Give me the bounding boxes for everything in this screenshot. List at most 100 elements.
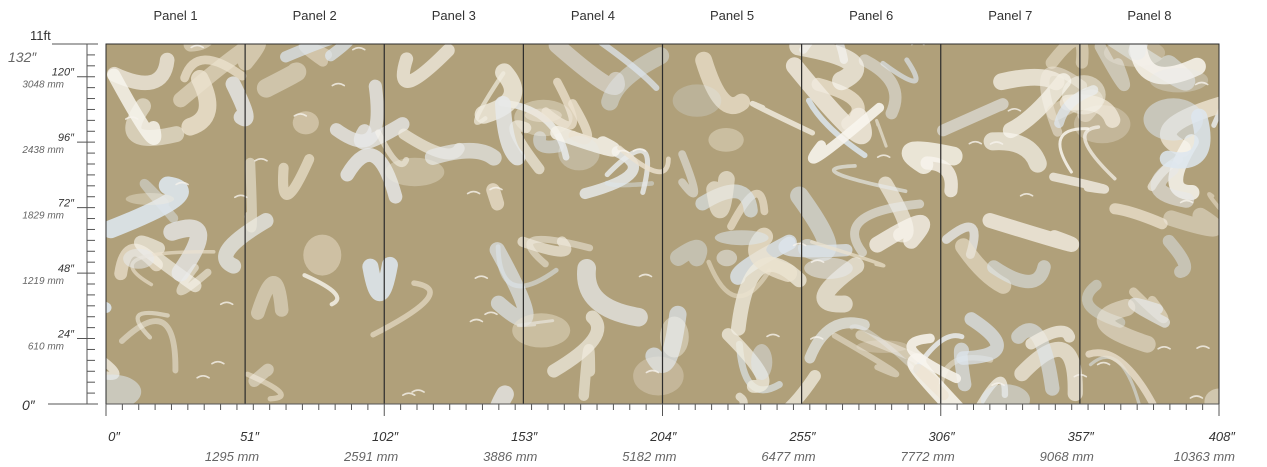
brush-dab (514, 99, 573, 137)
brush-stroke (749, 100, 816, 136)
height-top-inch-label: 132″ (8, 49, 37, 65)
brush-stroke (509, 120, 545, 175)
x-mm-label: 5182 mm (622, 449, 676, 464)
brush-stroke (1168, 134, 1200, 200)
brush-stroke (106, 301, 112, 313)
x-inch-label: 306″ (928, 429, 955, 444)
brush-dab (708, 127, 744, 152)
face-line (1194, 81, 1209, 86)
brush-dab (123, 248, 155, 269)
x-inch-label: 51″ (240, 429, 259, 444)
brush-stroke (906, 333, 962, 384)
brush-stroke (983, 132, 1047, 173)
brush-stroke (548, 44, 625, 95)
brush-stroke (256, 62, 307, 98)
brush-stroke (789, 44, 865, 91)
panel-label: Panel 6 (849, 8, 893, 23)
brush-stroke (849, 324, 915, 370)
brush-stroke (601, 47, 670, 111)
brush-stroke (302, 273, 340, 307)
brush-stroke (937, 98, 1009, 137)
face-line (1019, 193, 1034, 197)
brush-stroke (1096, 299, 1156, 353)
panel-label: Panel 8 (1127, 8, 1171, 23)
x-mm-label: 1295 mm (205, 449, 259, 464)
x-inch-label: 408″ (1209, 429, 1236, 444)
brush-dab (672, 84, 722, 117)
y-inch-label: 96″ (58, 132, 75, 144)
face-line (484, 311, 498, 316)
face-line (125, 116, 139, 120)
brush-stroke (578, 343, 596, 401)
face-line (254, 158, 268, 162)
brush-stroke (424, 142, 502, 166)
y-mm-label: 1829 mm (22, 211, 64, 222)
panel-label: Panel 7 (988, 8, 1032, 23)
face-line (615, 149, 630, 154)
x-inch-label: 102″ (372, 429, 399, 444)
brush-dab (1074, 105, 1131, 144)
face-line (293, 113, 308, 117)
brush-stroke (670, 239, 708, 267)
brush-stroke (340, 148, 403, 204)
brush-stroke (474, 63, 523, 124)
brush-dab (856, 340, 909, 353)
brush-stroke (831, 164, 908, 194)
height-feet-label: 11ft (30, 28, 51, 43)
x-mm-label: 7772 mm (901, 449, 955, 464)
brush-stroke (875, 118, 888, 148)
vertical-ruler-ticks (77, 54, 95, 394)
face-line (1179, 199, 1194, 204)
brush-stroke (617, 145, 671, 175)
x-mm-label: 10363 mm (1174, 449, 1236, 464)
horizontal-ruler-ticks (105, 404, 1220, 416)
panel-label: Panel 1 (154, 8, 198, 23)
brush-dab (292, 111, 319, 135)
brush-stroke (244, 157, 257, 233)
panel-label: Panel 5 (710, 8, 754, 23)
face-line (876, 154, 891, 158)
brush-stroke (517, 236, 572, 257)
y-inch-label: 120″ (52, 67, 75, 79)
face-line (219, 301, 234, 306)
panel-labels: Panel 1 Panel 2 Panel 3 Panel 4 Panel 5 Panel… (154, 8, 1172, 23)
brush-stroke (880, 57, 919, 84)
brush-dab (385, 157, 445, 187)
y-mm-label: 1219 mm (22, 276, 64, 287)
brush-stroke (695, 51, 751, 114)
brush-stroke (568, 99, 592, 145)
face-line (810, 336, 824, 340)
brush-stroke (495, 96, 526, 166)
brush-stroke (678, 150, 699, 198)
brush-dab (714, 230, 769, 246)
brush-stroke (1085, 349, 1157, 404)
face-line (792, 242, 807, 247)
brush-dab (1204, 388, 1219, 404)
face-line (474, 275, 489, 279)
x-mm-label: 9068 mm (1040, 449, 1094, 464)
brush-stroke (362, 256, 398, 301)
brush-stroke (106, 176, 189, 239)
brush-stroke (1083, 125, 1117, 181)
brush-dab (804, 257, 853, 279)
face-line (989, 141, 1004, 145)
brush-stroke (913, 364, 949, 401)
x-inch-label: 255″ (788, 429, 816, 444)
y-mm-label: 610 mm (28, 342, 64, 353)
brush-stroke (831, 332, 900, 378)
face-line (1196, 345, 1210, 349)
brush-stroke (993, 68, 1065, 91)
horizontal-ruler-labels: 0″ 51″ 1295 mm 102″ 2591 mm 153″ 3886 mm 204″ 51… (108, 429, 1235, 464)
brush-stroke (280, 44, 354, 63)
panel-label: Panel 4 (571, 8, 615, 23)
face-line (175, 181, 189, 186)
brush-stroke (920, 156, 958, 198)
brush-stroke (810, 240, 886, 268)
brush-stroke (1014, 341, 1083, 402)
face-line (466, 190, 481, 195)
brush-stroke (277, 154, 315, 200)
brush-stroke (955, 238, 1012, 294)
face-line (1157, 346, 1171, 350)
brush-stroke (375, 129, 410, 168)
